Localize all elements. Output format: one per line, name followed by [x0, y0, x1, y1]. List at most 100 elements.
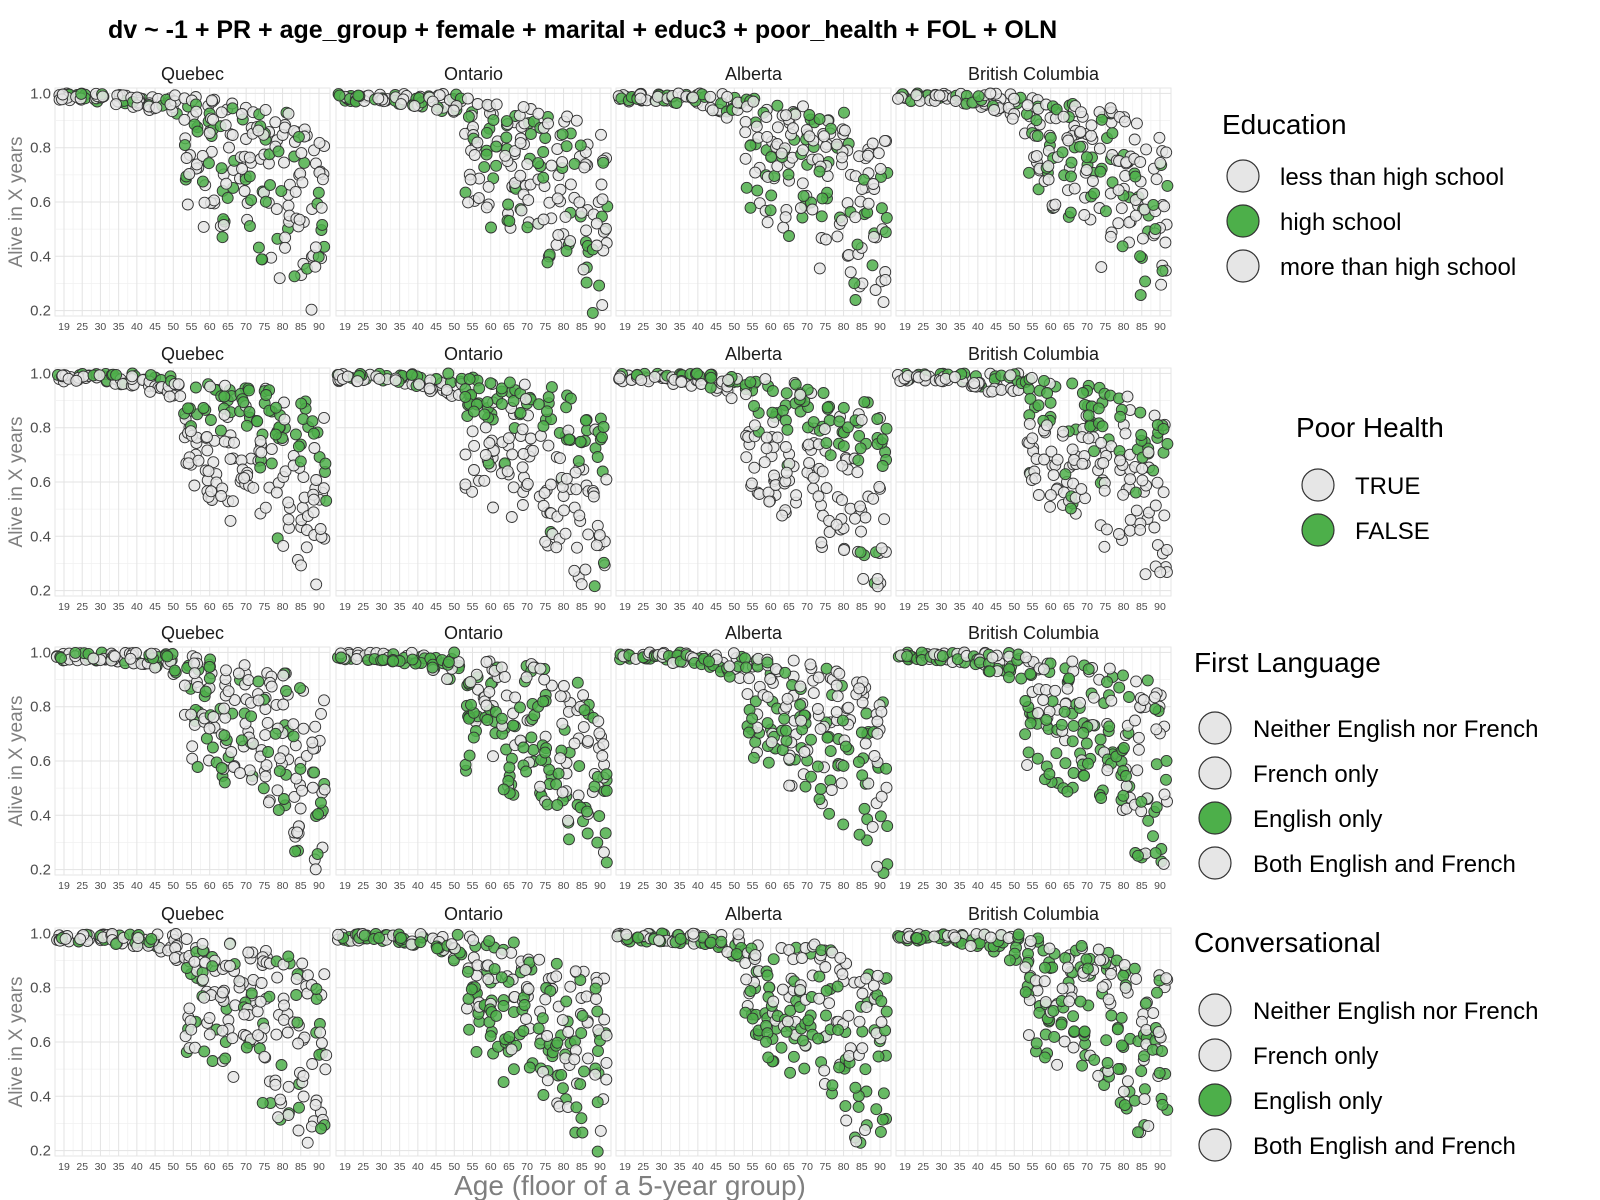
- x-tick-label: 80: [558, 321, 570, 333]
- point-green: [294, 762, 307, 775]
- y-axis-label: Alive in X years: [6, 137, 27, 268]
- y-tick-label: 0.4: [30, 528, 51, 545]
- x-tick-label: 70: [240, 601, 252, 613]
- point-grey: [559, 527, 572, 540]
- scatter-points: [612, 87, 894, 309]
- point-grey: [1075, 483, 1088, 496]
- x-tick-label: 75: [540, 880, 552, 892]
- point-grey: [582, 528, 595, 541]
- x-tick-label: 45: [149, 1161, 161, 1173]
- point-grey: [1148, 521, 1161, 534]
- point-green: [1067, 767, 1080, 779]
- point-grey: [862, 197, 875, 210]
- point-grey: [440, 383, 453, 396]
- point-green: [704, 936, 717, 949]
- point-grey: [964, 940, 977, 952]
- x-tick-label: 19: [899, 321, 911, 333]
- point-grey: [760, 111, 773, 124]
- point-green: [674, 932, 687, 945]
- point-green: [1044, 396, 1057, 409]
- point-grey: [522, 194, 535, 207]
- point-grey: [1119, 427, 1132, 440]
- legend-label: French only: [1253, 1043, 1378, 1070]
- point-grey: [874, 162, 887, 175]
- x-tick-label: 35: [394, 321, 406, 333]
- point-green: [202, 157, 215, 170]
- point-green: [556, 128, 569, 141]
- point-grey: [1074, 125, 1087, 138]
- point-green: [768, 170, 781, 183]
- point-grey: [499, 149, 512, 162]
- point-grey: [598, 1013, 611, 1026]
- x-tick-label: 25: [637, 601, 649, 613]
- point-grey: [781, 1015, 794, 1028]
- point-grey: [198, 991, 211, 1004]
- point-grey: [593, 727, 606, 740]
- point-grey: [597, 738, 610, 751]
- point-grey: [228, 436, 240, 449]
- point-grey: [562, 1026, 575, 1038]
- point-green: [580, 276, 593, 289]
- x-tick-label: 40: [131, 880, 143, 892]
- point-green: [1012, 928, 1025, 941]
- point-grey: [812, 490, 825, 503]
- panel-3-2: Ontario 19 25 30 35 40 45 50 55 60 65 70 75 80 85 90: [332, 623, 613, 892]
- point-green: [760, 1035, 772, 1048]
- point-grey: [867, 492, 880, 505]
- point-grey: [464, 676, 477, 688]
- point-grey: [255, 977, 268, 989]
- point-grey: [568, 737, 581, 750]
- point-grey: [818, 423, 831, 436]
- legend-label: more than high school: [1280, 254, 1516, 281]
- point-green: [563, 833, 575, 846]
- point-grey: [196, 937, 209, 950]
- point-green: [1055, 718, 1068, 731]
- point-grey: [1006, 112, 1019, 125]
- point-grey: [515, 204, 528, 217]
- point-green: [881, 820, 894, 833]
- point-green: [182, 402, 194, 415]
- x-tick-label: 90: [313, 601, 325, 613]
- point-grey: [776, 509, 789, 522]
- point-green: [744, 376, 757, 389]
- point-green: [520, 765, 533, 778]
- point-green: [593, 810, 606, 823]
- point-grey: [168, 951, 181, 964]
- point-grey: [779, 211, 792, 224]
- point-green: [536, 1012, 549, 1025]
- point-grey: [293, 213, 306, 226]
- point-grey: [498, 670, 511, 683]
- facet-row-1: Alive in X years 0.2 0.4 0.6 0.8 1.0 Quebec 19 2…: [6, 64, 1174, 333]
- point-grey: [309, 260, 322, 273]
- point-grey: [501, 465, 514, 478]
- point-grey: [761, 130, 774, 143]
- point-grey: [1154, 156, 1167, 169]
- point-grey: [197, 220, 210, 233]
- panel-3-1: Quebec 19 25 30 35 40 45 50 55 60 65 70 75 80 85 90: [50, 623, 331, 892]
- point-grey: [238, 185, 251, 197]
- point-green: [387, 655, 400, 668]
- point-grey: [1029, 472, 1042, 485]
- point-green: [484, 377, 497, 390]
- x-tick-label: 30: [376, 321, 388, 333]
- point-grey: [856, 1042, 869, 1055]
- x-tick-label: 45: [430, 1161, 442, 1173]
- x-tick-label: 40: [131, 1161, 143, 1173]
- point-grey: [1021, 99, 1034, 112]
- point-green: [815, 210, 828, 223]
- point-grey: [559, 210, 572, 223]
- point-grey: [208, 194, 221, 207]
- point-green: [742, 726, 755, 739]
- point-green: [715, 935, 728, 948]
- x-tick-label: 30: [95, 321, 107, 333]
- point-grey: [1097, 457, 1110, 469]
- point-grey: [871, 727, 884, 740]
- x-tick-label: 85: [295, 601, 307, 613]
- point-green: [746, 712, 759, 725]
- point-green: [854, 546, 867, 559]
- point-grey: [910, 89, 923, 102]
- point-grey: [575, 206, 588, 219]
- point-green: [1088, 1053, 1101, 1066]
- legend-key: [1226, 249, 1260, 283]
- legend-label: Both English and French: [1253, 1133, 1516, 1160]
